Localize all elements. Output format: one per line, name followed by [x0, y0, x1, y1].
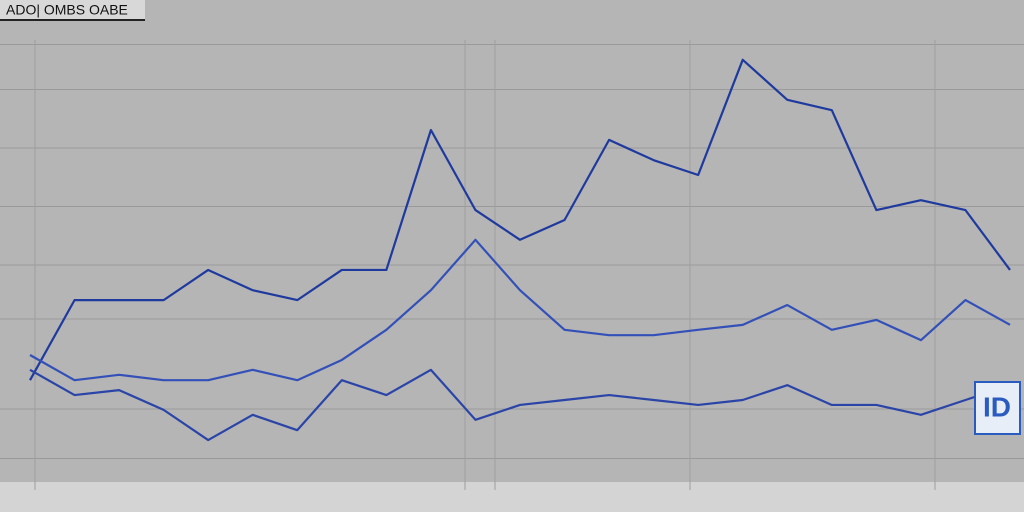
chart-title: ADO| OMBS OABE [6, 2, 128, 18]
title-box [0, 0, 145, 20]
footer-strip [0, 482, 1024, 512]
series-line [29, 238, 1011, 382]
annotation: ID [983, 391, 1011, 422]
annotation-box [974, 381, 1021, 435]
series-line [29, 368, 1011, 442]
series-line [29, 58, 1011, 381]
